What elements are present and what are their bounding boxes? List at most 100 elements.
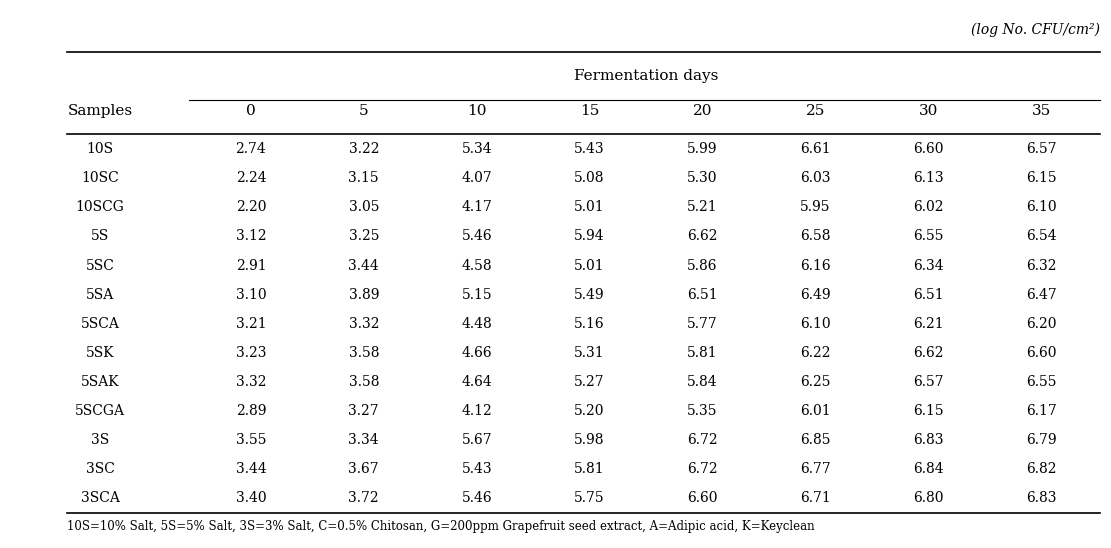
Text: 5.46: 5.46 bbox=[461, 230, 492, 243]
Text: 6.62: 6.62 bbox=[688, 230, 718, 243]
Text: 5.94: 5.94 bbox=[574, 230, 604, 243]
Text: 5.27: 5.27 bbox=[574, 375, 604, 389]
Text: 3.58: 3.58 bbox=[349, 375, 379, 389]
Text: 5SC: 5SC bbox=[86, 259, 114, 272]
Text: 6.54: 6.54 bbox=[1025, 230, 1057, 243]
Text: 6.80: 6.80 bbox=[913, 491, 943, 505]
Text: 6.79: 6.79 bbox=[1025, 433, 1057, 447]
Text: 3.25: 3.25 bbox=[349, 230, 379, 243]
Text: 3.23: 3.23 bbox=[236, 346, 267, 359]
Text: 5.30: 5.30 bbox=[688, 172, 718, 185]
Text: 5.34: 5.34 bbox=[461, 142, 492, 156]
Text: 3.89: 3.89 bbox=[349, 288, 379, 301]
Text: 3SCA: 3SCA bbox=[81, 491, 119, 505]
Text: 6.02: 6.02 bbox=[913, 201, 943, 214]
Text: 4.66: 4.66 bbox=[461, 346, 492, 359]
Text: 6.51: 6.51 bbox=[913, 288, 943, 301]
Text: 3.05: 3.05 bbox=[349, 201, 379, 214]
Text: 6.60: 6.60 bbox=[1025, 346, 1057, 359]
Text: 5SCA: 5SCA bbox=[81, 317, 119, 330]
Text: 6.32: 6.32 bbox=[1025, 259, 1057, 272]
Text: 6.72: 6.72 bbox=[688, 433, 718, 447]
Text: 4.64: 4.64 bbox=[461, 375, 492, 389]
Text: 6.72: 6.72 bbox=[688, 462, 718, 476]
Text: 5S: 5S bbox=[91, 230, 109, 243]
Text: 25: 25 bbox=[805, 104, 825, 118]
Text: 6.49: 6.49 bbox=[800, 288, 831, 301]
Text: 4.17: 4.17 bbox=[461, 201, 492, 214]
Text: 35: 35 bbox=[1032, 104, 1051, 118]
Text: 6.58: 6.58 bbox=[800, 230, 831, 243]
Text: 3.12: 3.12 bbox=[236, 230, 267, 243]
Text: 4.58: 4.58 bbox=[461, 259, 492, 272]
Text: 5.16: 5.16 bbox=[574, 317, 604, 330]
Text: 6.16: 6.16 bbox=[800, 259, 831, 272]
Text: 6.83: 6.83 bbox=[913, 433, 943, 447]
Text: 5.99: 5.99 bbox=[688, 142, 718, 156]
Text: 6.84: 6.84 bbox=[913, 462, 943, 476]
Text: 10SC: 10SC bbox=[81, 172, 119, 185]
Text: 6.55: 6.55 bbox=[913, 230, 943, 243]
Text: 20: 20 bbox=[693, 104, 712, 118]
Text: 5.86: 5.86 bbox=[688, 259, 718, 272]
Text: 5.75: 5.75 bbox=[574, 491, 604, 505]
Text: 3.32: 3.32 bbox=[236, 375, 267, 389]
Text: 5.81: 5.81 bbox=[574, 462, 604, 476]
Text: 0: 0 bbox=[246, 104, 256, 118]
Text: 6.51: 6.51 bbox=[688, 288, 718, 301]
Text: 5: 5 bbox=[359, 104, 369, 118]
Text: Samples: Samples bbox=[68, 104, 132, 118]
Text: 3.34: 3.34 bbox=[349, 433, 379, 447]
Text: 5.01: 5.01 bbox=[574, 201, 604, 214]
Text: 5.43: 5.43 bbox=[461, 462, 492, 476]
Text: 5.98: 5.98 bbox=[574, 433, 604, 447]
Text: 3SC: 3SC bbox=[86, 462, 114, 476]
Text: 6.10: 6.10 bbox=[1025, 201, 1057, 214]
Text: 6.83: 6.83 bbox=[1025, 491, 1057, 505]
Text: 6.22: 6.22 bbox=[800, 346, 831, 359]
Text: 2.91: 2.91 bbox=[236, 259, 267, 272]
Text: 5.43: 5.43 bbox=[574, 142, 604, 156]
Text: 5.46: 5.46 bbox=[461, 491, 492, 505]
Text: 6.71: 6.71 bbox=[800, 491, 831, 505]
Text: 5.81: 5.81 bbox=[688, 346, 718, 359]
Text: 6.01: 6.01 bbox=[800, 404, 831, 418]
Text: 6.82: 6.82 bbox=[1025, 462, 1057, 476]
Text: 10S=10% Salt, 5S=5% Salt, 3S=3% Salt, C=0.5% Chitosan, G=200ppm Grapefruit seed : 10S=10% Salt, 5S=5% Salt, 3S=3% Salt, C=… bbox=[67, 520, 814, 533]
Text: 6.60: 6.60 bbox=[913, 142, 943, 156]
Text: 6.57: 6.57 bbox=[1025, 142, 1057, 156]
Text: 6.15: 6.15 bbox=[1025, 172, 1057, 185]
Text: 5.84: 5.84 bbox=[688, 375, 718, 389]
Text: 3.40: 3.40 bbox=[236, 491, 267, 505]
Text: 6.47: 6.47 bbox=[1025, 288, 1057, 301]
Text: 5.20: 5.20 bbox=[574, 404, 604, 418]
Text: 2.24: 2.24 bbox=[236, 172, 267, 185]
Text: 3.32: 3.32 bbox=[349, 317, 379, 330]
Text: 3.27: 3.27 bbox=[349, 404, 379, 418]
Text: Fermentation days: Fermentation days bbox=[574, 68, 718, 83]
Text: 2.89: 2.89 bbox=[236, 404, 267, 418]
Text: 5.67: 5.67 bbox=[461, 433, 492, 447]
Text: 2.74: 2.74 bbox=[236, 142, 267, 156]
Text: 5.15: 5.15 bbox=[461, 288, 492, 301]
Text: 6.57: 6.57 bbox=[913, 375, 943, 389]
Text: 3S: 3S bbox=[91, 433, 109, 447]
Text: 6.61: 6.61 bbox=[800, 142, 831, 156]
Text: 6.85: 6.85 bbox=[800, 433, 831, 447]
Text: 3.22: 3.22 bbox=[349, 142, 379, 156]
Text: 3.15: 3.15 bbox=[349, 172, 379, 185]
Text: 3.58: 3.58 bbox=[349, 346, 379, 359]
Text: 5SAK: 5SAK bbox=[81, 375, 119, 389]
Text: 5.35: 5.35 bbox=[688, 404, 718, 418]
Text: 6.10: 6.10 bbox=[800, 317, 831, 330]
Text: 5SCGA: 5SCGA bbox=[74, 404, 126, 418]
Text: 3.72: 3.72 bbox=[349, 491, 379, 505]
Text: 10S: 10S bbox=[87, 142, 113, 156]
Text: 6.21: 6.21 bbox=[913, 317, 943, 330]
Text: 6.55: 6.55 bbox=[1025, 375, 1057, 389]
Text: 30: 30 bbox=[919, 104, 938, 118]
Text: 6.60: 6.60 bbox=[688, 491, 718, 505]
Text: 5.01: 5.01 bbox=[574, 259, 604, 272]
Text: 6.15: 6.15 bbox=[913, 404, 943, 418]
Text: 3.44: 3.44 bbox=[236, 462, 267, 476]
